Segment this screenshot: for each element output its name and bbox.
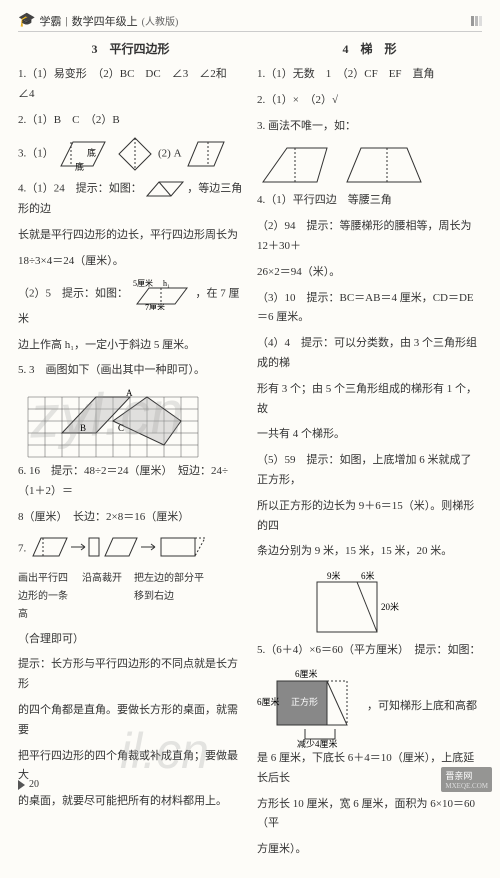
q3-2-label: (2) A <box>158 148 181 160</box>
l-q2: 2.（1）B C （2）B <box>18 111 243 131</box>
corner-logo-sub: MXEQE.COM <box>445 782 488 790</box>
page-number: 20 <box>29 779 39 790</box>
r-q4-2a: （2）94 提示：等腰梯形的腰相等，周长为 12＋30＋ <box>257 217 482 257</box>
r-q4-4a: （4）4 提示：可以分类数，由 3 个三角形组成的梯 <box>257 334 482 374</box>
cut-step-icon <box>29 534 219 564</box>
r-q4-4b: 形有 3 个；由 5 个三角形组成的梯形有 1 个，故 <box>257 380 482 420</box>
l-q5a: 5. 3 画图如下（画出其中一种即可）。 <box>18 361 243 381</box>
l-q4-1d: 18÷3×4＝24（厘米）。 <box>18 252 243 272</box>
q7-cap3: 把左边的部分平移到右边 <box>134 570 204 624</box>
r-q4-4c: 一共有 4 个梯形。 <box>257 425 482 445</box>
grid-diagram-icon: A B C <box>18 387 208 459</box>
r-q4-2b: 26×2＝94（米）。 <box>257 263 482 283</box>
cm6l-label: 6厘米 <box>257 696 280 707</box>
section-3-title: 3 平行四边形 <box>18 40 243 57</box>
l-q3: 3.（1） 底 底 (2) A <box>18 136 243 172</box>
section-4-title: 4 梯 形 <box>257 40 482 57</box>
q7-p2: 的四个角都是直角。要做长方形的桌面，就需要 <box>18 701 243 741</box>
r-q5-p3: 方厘米）。 <box>257 840 482 860</box>
header-separator: | <box>65 15 67 27</box>
di-label2: 底 <box>87 147 96 158</box>
q4-1-text: 4.（1）24 提示：如图： <box>18 183 142 195</box>
cm5-label: 5厘米 <box>133 278 153 288</box>
r-q4-3: （3）10 提示：BC＝AB＝4 厘米，CD＝DE＝6 厘米。 <box>257 289 482 329</box>
q7-label: 7. <box>18 542 26 554</box>
r-q5b: ，可知梯形上底和高都 <box>367 697 477 717</box>
l-q4-2: （2）5 提示：如图： 5厘米 h₁ 7厘米 ，在 7 厘米 <box>18 278 243 330</box>
di-label: 底 <box>75 161 84 172</box>
q7-note: （合理即可） <box>18 630 243 650</box>
square-cut-icon: 6厘米 正方形 6厘米 减少4厘米 <box>257 667 367 749</box>
l-q4-1c: 长就是平行四边形的边长，平行四边形周长为 <box>18 226 243 246</box>
l-q7: 7. <box>18 534 243 564</box>
m6-label: 6米 <box>361 570 375 581</box>
less4-label: 减少4厘米 <box>297 738 338 749</box>
l-q6b: 8（厘米） 长边：2×8＝16（厘米） <box>18 508 243 528</box>
l-q4-1: 4.（1）24 提示：如图： ，等边三角形的边 <box>18 178 243 220</box>
q7-cap1: 画出平行四边形的一条高 <box>18 570 74 624</box>
q7-caps: 画出平行四边形的一条高 沿高裁开 把左边的部分平移到右边 <box>18 570 243 624</box>
cm6t-label: 6厘米 <box>295 668 318 679</box>
q7-p3: 把平行四边形的四个角裁或补成直角；要做最大 <box>18 747 243 787</box>
corner-logo-text: 晋亲网 <box>445 771 472 781</box>
q4-2a: （2）5 提示：如图： <box>18 287 128 299</box>
h1-label: h₁ <box>163 279 170 288</box>
m20-label: 20米 <box>381 601 399 612</box>
square-trap-icon: 9米 6米 20米 <box>297 568 417 638</box>
r-q4-5c: 条边分别为 9 米，15 米，15 米，20 米。 <box>257 542 482 562</box>
grid-a: A <box>126 388 133 398</box>
sq-label: 正方形 <box>291 696 318 707</box>
l-q4-2c: 边上作高 h₁，一定小于斜边 5 厘米。 <box>18 336 243 356</box>
cm7-label: 7厘米 <box>145 302 165 310</box>
q7-cap2: 沿高裁开 <box>82 570 126 624</box>
grid-b: B <box>80 423 86 433</box>
brand-icon: 🎓 <box>18 12 35 29</box>
r-q4-5a: （5）59 提示：如图，上底增加 6 米就成了正方形， <box>257 451 482 491</box>
r-q1: 1.（1）无数 1 （2）CF EF 直角 <box>257 65 482 85</box>
r-q5-p2: 方形长 10 厘米，宽 6 厘米，面积为 6×10＝60（平 <box>257 795 482 835</box>
parallelogram-3-icon <box>184 136 228 172</box>
page-footer: 20 <box>18 779 39 790</box>
q7-p1: 提示：长方形与平行四边形的不同点就是长方形 <box>18 655 243 695</box>
parallelogram-h-icon: 5厘米 h₁ 7厘米 <box>131 278 193 310</box>
q7-p4: 的桌面，就要尽可能把所有的材料都用上。 <box>18 792 243 812</box>
corner-logo: 晋亲网 MXEQE.COM <box>441 767 492 792</box>
r-q5a: 5.（6＋4）×6＝60（平方厘米） 提示：如图： <box>257 641 482 661</box>
l-q1: 1.（1）易变形 （2）BC DC ∠3 ∠2和∠4 <box>18 65 243 105</box>
book-edition: (人教版) <box>142 13 179 28</box>
r-q2: 2.（1）× （2）√ <box>257 91 482 111</box>
parallelogram-1-icon: 底 底 <box>57 136 113 172</box>
header-decor <box>471 16 482 26</box>
page-header: 🎓 学霸 | 数学四年级上 (人教版) <box>18 12 482 32</box>
l-q6a: 6. 16 提示：48÷2＝24（厘米） 短边：24÷（1＋2）＝ <box>18 462 243 502</box>
left-column: 3 平行四边形 1.（1）易变形 （2）BC DC ∠3 ∠2和∠4 2.（1）… <box>18 40 243 866</box>
right-column: 4 梯 形 1.（1）无数 1 （2）CF EF 直角 2.（1）× （2）√ … <box>257 40 482 866</box>
r-q4-1: 4.（1）平行四边 等腰三角 <box>257 191 482 211</box>
parallelogram-2-icon <box>115 136 155 172</box>
r-q4-5b: 所以正方形的边长为 9＋6＝15（米）。则梯形的四 <box>257 497 482 537</box>
rhombus-tri-icon <box>145 178 185 200</box>
brand-text: 学霸 <box>39 13 61 29</box>
grid-c: C <box>118 423 124 433</box>
book-title: 数学四年级上 <box>72 13 138 29</box>
m9-label: 9米 <box>327 570 341 581</box>
trapezoid-pair-icon <box>257 142 427 188</box>
footer-triangle-icon <box>18 780 25 790</box>
l-q3-label: 3.（1） <box>18 148 54 160</box>
r-q3: 3. 画法不唯一，如： <box>257 117 482 137</box>
